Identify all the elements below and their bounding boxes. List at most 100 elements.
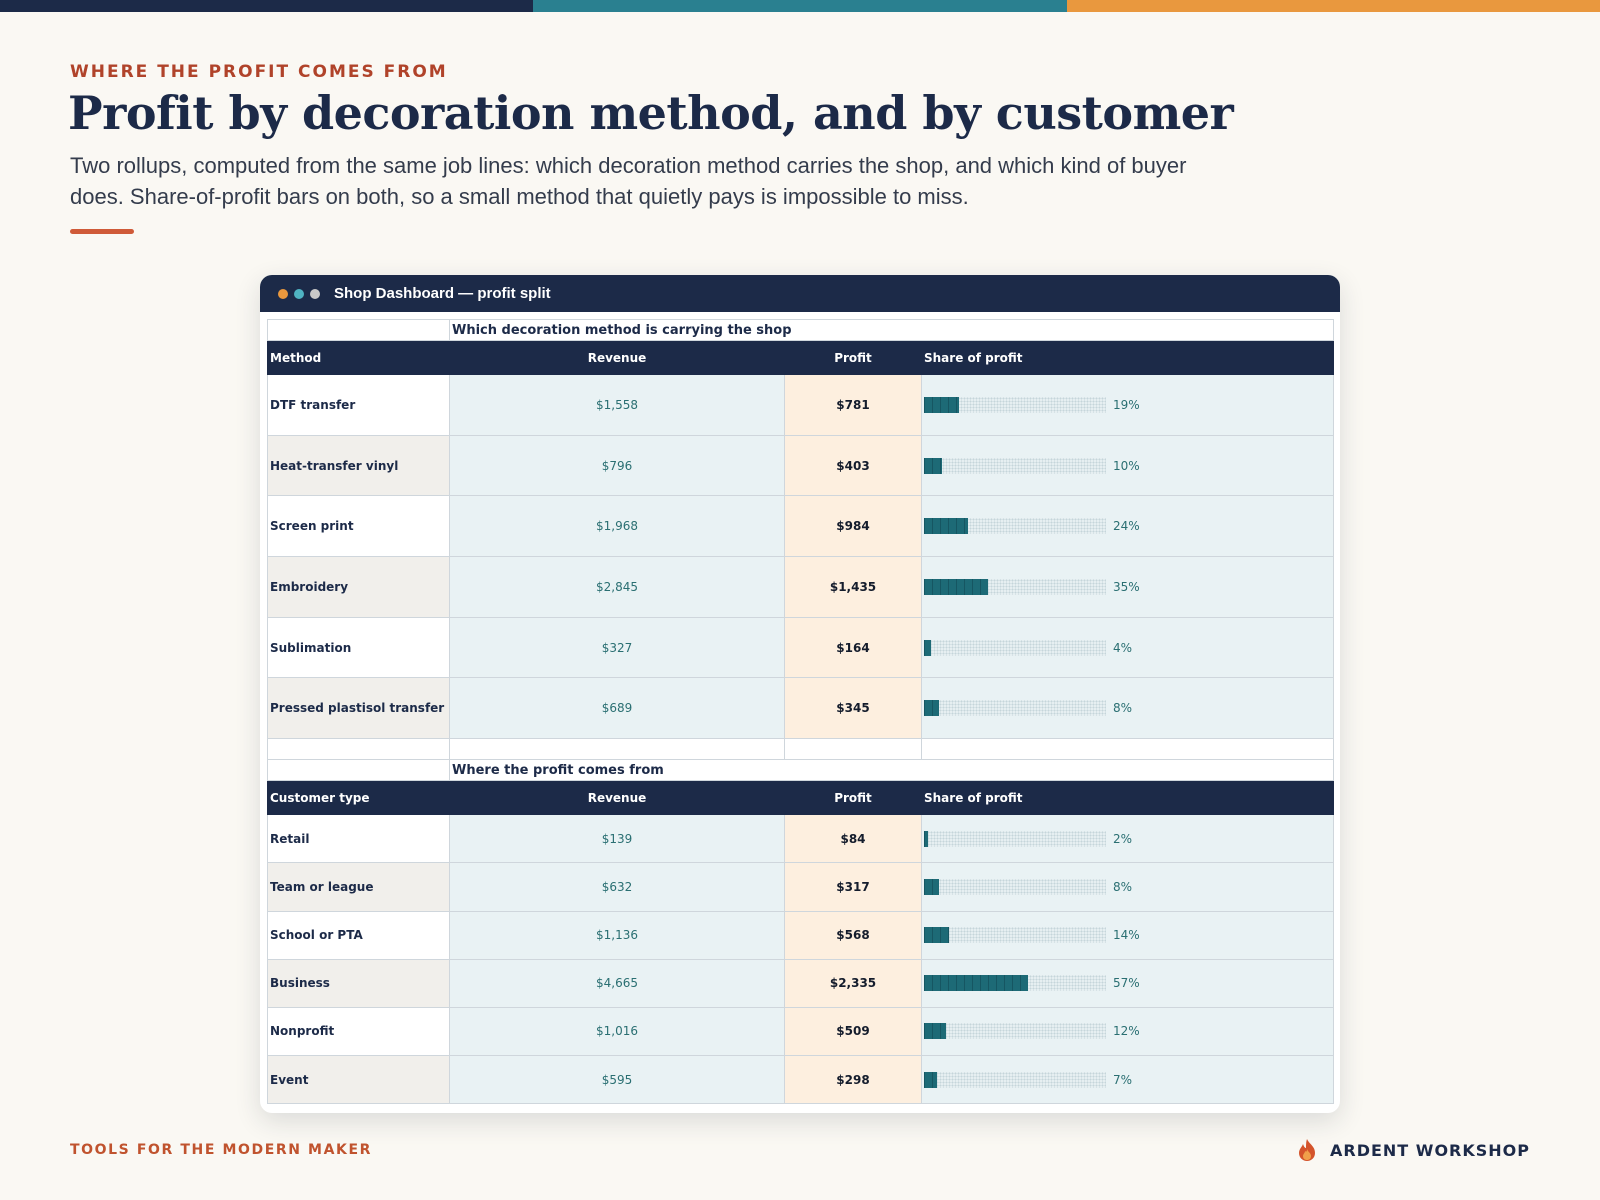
row-name-cell[interactable]: Retail (267, 814, 450, 864)
row-revenue-cell[interactable]: $2,845 (449, 556, 785, 618)
header-revenue[interactable]: Revenue (449, 780, 785, 816)
caption-blank-cell[interactable] (267, 759, 450, 782)
row-revenue-cell[interactable]: $796 (449, 434, 785, 497)
methods-section: Which decoration method is carrying the … (267, 319, 1335, 740)
footer-tagline: TOOLS FOR THE MODERN MAKER (70, 1142, 373, 1158)
share-bar-track (924, 639, 1106, 656)
row-share-cell[interactable]: 24% (920, 495, 1335, 558)
gap-cell[interactable] (920, 738, 1335, 761)
share-bar-group: 14% (924, 927, 1331, 944)
row-revenue-cell[interactable]: $1,016 (449, 1006, 785, 1057)
row-revenue-cell[interactable]: $595 (449, 1055, 785, 1105)
row-share-cell[interactable]: 12% (920, 1006, 1335, 1057)
share-bar-group: 35% (924, 578, 1331, 595)
accent-rule (70, 229, 134, 234)
table-row: School or PTA $1,136 $568 14% (267, 910, 1335, 960)
row-share-cell[interactable]: 35% (920, 556, 1335, 618)
row-share-cell[interactable]: 2% (920, 814, 1335, 864)
row-share-cell[interactable]: 4% (920, 616, 1335, 679)
table-row: Team or league $632 $317 8% (267, 862, 1335, 912)
row-name-cell[interactable]: Team or league (267, 862, 450, 912)
row-share-cell[interactable]: 57% (920, 958, 1335, 1008)
row-share-cell[interactable]: 14% (920, 910, 1335, 960)
row-profit-cell[interactable]: $317 (784, 862, 922, 912)
header-profit[interactable]: Profit (784, 780, 922, 816)
share-percent: 8% (1113, 879, 1133, 894)
row-name-cell[interactable]: Event (267, 1055, 450, 1105)
caption-blank-cell[interactable] (267, 319, 450, 341)
profit-split-table: Which decoration method is carrying the … (267, 319, 1335, 1105)
header-customer-type[interactable]: Customer type (267, 780, 450, 816)
methods-caption-row: Which decoration method is carrying the … (267, 319, 1335, 341)
row-share-cell[interactable]: 10% (920, 434, 1335, 497)
dashboard-window: Shop Dashboard — profit split Which deco… (260, 275, 1340, 1113)
row-name-cell[interactable]: Heat-transfer vinyl (267, 434, 450, 497)
share-percent: 12% (1113, 1024, 1140, 1039)
header-profit[interactable]: Profit (784, 340, 922, 375)
row-profit-cell[interactable]: $345 (784, 677, 922, 740)
share-bar-fill (924, 1023, 946, 1040)
window-dot-teal[interactable] (294, 288, 304, 299)
row-profit-cell[interactable]: $2,335 (784, 958, 922, 1008)
customers-caption-row: Where the profit comes from (267, 759, 1335, 782)
share-bar-group: 12% (924, 1023, 1331, 1040)
table-row: Event $595 $298 7% (267, 1055, 1335, 1105)
header-share[interactable]: Share of profit (920, 340, 1335, 375)
share-percent: 24% (1113, 519, 1140, 534)
share-bar-fill (924, 830, 928, 847)
row-revenue-cell[interactable]: $632 (449, 862, 785, 912)
header-revenue[interactable]: Revenue (449, 340, 785, 375)
share-bar-group: 10% (924, 457, 1331, 474)
row-revenue-cell[interactable]: $139 (449, 814, 785, 864)
row-share-cell[interactable]: 8% (920, 677, 1335, 740)
share-bar-group: 2% (924, 830, 1331, 847)
share-bar-fill (924, 518, 968, 535)
row-name-cell[interactable]: Embroidery (267, 556, 450, 618)
row-share-cell[interactable]: 19% (920, 374, 1335, 436)
share-bar-fill (924, 639, 931, 656)
gap-section (267, 738, 1335, 761)
customers-caption[interactable]: Where the profit comes from (448, 759, 1335, 782)
row-profit-cell[interactable]: $568 (784, 910, 922, 960)
row-revenue-cell[interactable]: $1,968 (449, 495, 785, 558)
table-row: Embroidery $2,845 $1,435 35% (267, 556, 1335, 618)
row-profit-cell[interactable]: $781 (784, 374, 922, 436)
row-revenue-cell[interactable]: $1,136 (449, 910, 785, 960)
row-revenue-cell[interactable]: $4,665 (449, 958, 785, 1008)
row-profit-cell[interactable]: $509 (784, 1006, 922, 1057)
row-profit-cell[interactable]: $298 (784, 1055, 922, 1105)
row-revenue-cell[interactable]: $1,558 (449, 374, 785, 436)
share-bar-fill (924, 700, 939, 717)
share-bar-track (924, 578, 1106, 595)
header-method[interactable]: Method (267, 340, 450, 375)
row-name-cell[interactable]: Sublimation (267, 616, 450, 679)
row-share-cell[interactable]: 8% (920, 862, 1335, 912)
share-bar-track (924, 1023, 1106, 1040)
gap-cell[interactable] (784, 738, 922, 761)
row-profit-cell[interactable]: $984 (784, 495, 922, 558)
window-dot-orange[interactable] (278, 288, 288, 299)
share-percent: 19% (1113, 397, 1140, 412)
row-name-cell[interactable]: School or PTA (267, 910, 450, 960)
share-percent: 14% (1113, 928, 1140, 943)
window-dot-gray[interactable] (310, 288, 320, 299)
row-name-cell[interactable]: Screen print (267, 495, 450, 558)
row-name-cell[interactable]: Nonprofit (267, 1006, 450, 1057)
gap-cell[interactable] (267, 738, 450, 761)
row-profit-cell[interactable]: $403 (784, 434, 922, 497)
row-share-cell[interactable]: 7% (920, 1055, 1335, 1105)
row-profit-cell[interactable]: $84 (784, 814, 922, 864)
row-profit-cell[interactable]: $164 (784, 616, 922, 679)
methods-caption[interactable]: Which decoration method is carrying the … (448, 319, 1335, 341)
row-name-cell[interactable]: DTF transfer (267, 374, 450, 436)
row-revenue-cell[interactable]: $689 (449, 677, 785, 740)
row-revenue-cell[interactable]: $327 (449, 616, 785, 679)
share-bar-track (924, 830, 1106, 847)
gap-cell[interactable] (449, 738, 785, 761)
page-title: Profit by decoration method, and by cust… (68, 86, 1234, 140)
header-share[interactable]: Share of profit (920, 780, 1335, 816)
share-percent: 10% (1113, 458, 1140, 473)
row-name-cell[interactable]: Pressed plastisol transfer (267, 677, 450, 740)
row-name-cell[interactable]: Business (267, 958, 450, 1008)
row-profit-cell[interactable]: $1,435 (784, 556, 922, 618)
